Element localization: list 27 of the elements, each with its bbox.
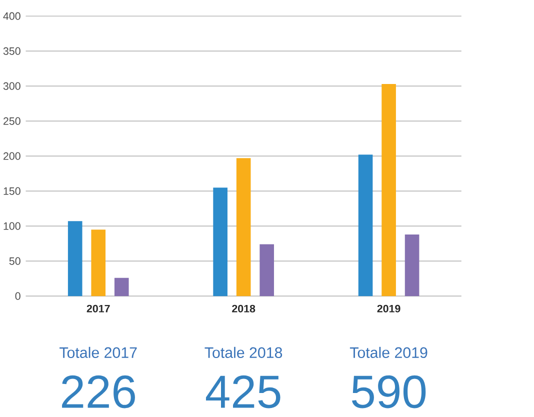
y-tick-label: 250 — [4, 117, 20, 125]
x-tick-label: 2018 — [232, 304, 256, 312]
bar — [114, 278, 129, 296]
text: 425 — [206, 375, 280, 408]
y-tick-label: 200 — [4, 152, 20, 160]
y-tick-label: 50 — [9, 257, 20, 265]
bar — [236, 158, 251, 296]
y-tick-label: 0 — [15, 292, 20, 300]
text: Totale 2019 — [350, 346, 428, 358]
text: 226 — [62, 375, 135, 408]
text: Totale 2017 — [60, 346, 137, 358]
bar — [260, 244, 274, 296]
text: 590 — [352, 375, 426, 408]
text: Totale 2018 — [204, 346, 282, 358]
x-tick-label: 2017 — [86, 304, 110, 312]
y-tick-label: 300 — [3, 82, 20, 90]
bar — [91, 230, 106, 296]
y-tick-label: 150 — [4, 187, 20, 195]
bar — [404, 234, 420, 296]
y-tick-label: 100 — [4, 222, 20, 230]
bar — [213, 188, 228, 296]
bar — [382, 84, 396, 296]
bar — [68, 221, 82, 296]
x-tick-label: 2019 — [377, 304, 400, 312]
bar — [358, 154, 373, 296]
y-tick-label: 400 — [3, 12, 20, 20]
y-tick-label: 350 — [3, 47, 20, 55]
